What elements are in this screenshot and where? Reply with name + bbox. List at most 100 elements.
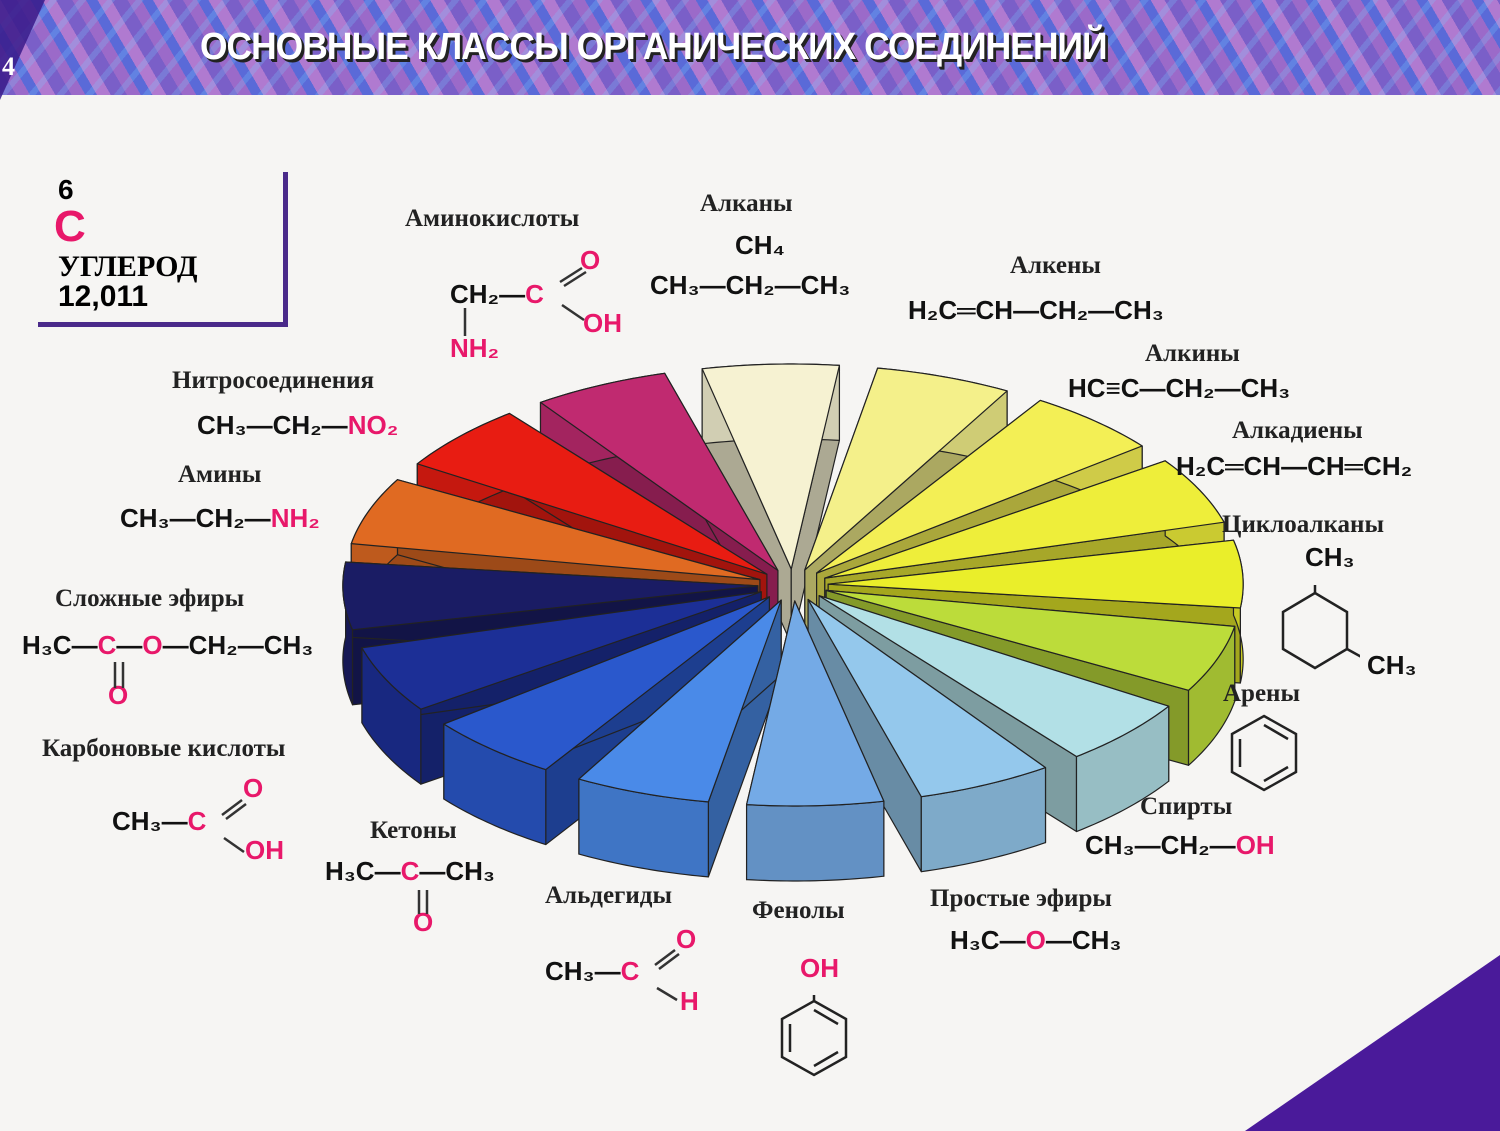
formula-line: H₂C═CH—CH₂—CH₃	[908, 295, 1164, 326]
formula-line: O	[413, 907, 433, 938]
slice-top-face	[745, 600, 885, 807]
formula-line: H	[680, 986, 699, 1017]
formula-group-highlight: C	[187, 806, 207, 836]
page-title: ОСНОВНЫЕ КЛАССЫ ОРГАНИЧЕСКИХ СОЕДИНЕНИЙ	[200, 26, 1107, 68]
benzene-ring-icon	[1230, 714, 1298, 792]
class-name: Аминокислоты	[405, 205, 580, 232]
formula-line: CH₃—CH₂—NH₂	[120, 503, 320, 534]
formula-group-highlight: C	[620, 956, 640, 986]
slice-top-face	[361, 591, 762, 710]
formula-line: O	[676, 924, 696, 955]
formula-line: OH	[800, 953, 839, 984]
class-name: Арены	[1223, 680, 1300, 707]
slice-top-face	[342, 561, 759, 631]
class-name: Спирты	[1140, 793, 1233, 820]
formula-group-highlight: O	[243, 773, 264, 803]
class-name: Сложные эфиры	[55, 585, 245, 612]
formula-group: HC≡C—CH₂—CH₃	[1068, 373, 1291, 403]
class-name: Простые эфиры	[930, 885, 1112, 912]
formula-group: H₃C—	[325, 856, 401, 886]
slice-top-face	[816, 399, 1143, 574]
formula-group-highlight: OH	[1235, 830, 1275, 860]
class-name: Фенолы	[752, 897, 845, 924]
slice-top-face	[350, 479, 761, 581]
formula-line: HC≡C—CH₂—CH₃	[1068, 373, 1290, 404]
formula-group-highlight: NH₂	[270, 503, 320, 533]
formula-line: O	[243, 773, 263, 804]
formula-group-highlight: C	[400, 856, 420, 886]
formula-group: CH₃—CH₂—	[120, 503, 271, 533]
formula-group: CH₂—	[450, 279, 526, 309]
slice-top-face	[824, 460, 1225, 579]
formula-group-highlight: O	[676, 924, 697, 954]
slice-top-face	[825, 589, 1236, 691]
formula-line: NH₂	[450, 333, 499, 364]
formula-line: OH	[245, 835, 284, 866]
class-name: Амины	[178, 461, 262, 488]
formula-group-highlight: OH	[800, 953, 839, 983]
formula-group: CH₃—	[112, 806, 188, 836]
pie-slice-ethers	[807, 598, 1047, 873]
cyclohexane-ring-icon	[1281, 585, 1360, 670]
formula-group-highlight: OH	[583, 308, 622, 338]
header-banner	[0, 0, 1500, 95]
formula-group: H₂C═CH—CH₂—CH₃	[908, 295, 1164, 325]
formula-line: CH₃	[1367, 650, 1417, 681]
formula-group: CH₃	[1305, 542, 1355, 572]
formula-line: CH₃—CH₂—NO₂	[197, 410, 398, 441]
slice-top-face	[578, 599, 782, 803]
formula-group: —CH₃	[419, 856, 495, 886]
corner-decoration-bottom	[1245, 955, 1500, 1131]
class-name: Кетоны	[370, 817, 457, 844]
slice-top-face	[416, 412, 768, 575]
formula-group: —CH₂—CH₃	[162, 630, 314, 660]
class-name: Алкадиены	[1232, 417, 1363, 444]
slice-top-face	[701, 363, 841, 570]
slice-top-face	[827, 539, 1244, 609]
formula-group: —CH₃	[1045, 925, 1122, 955]
formula-line: CH₃—C	[112, 806, 206, 837]
phenol-benzene-ring-icon	[780, 995, 848, 1077]
slice-top-face	[443, 596, 770, 771]
formula-line: H₃C—O—CH₃	[950, 925, 1121, 956]
formula-group: H₃C—	[950, 925, 1026, 955]
pie-slice-phenols	[745, 600, 885, 882]
corner-decoration	[0, 0, 45, 100]
element-name: УГЛЕРОД	[58, 250, 198, 283]
formula-group: CH₃—CH₂—	[197, 410, 348, 440]
class-name: Нитросоединения	[172, 367, 375, 394]
atomic-mass: 12,011	[58, 280, 149, 313]
pie-slice-aldehydes	[578, 599, 782, 878]
formula-line: H₃C—C—O—CH₂—CH₃	[22, 630, 313, 661]
formula-group-highlight: O	[1025, 925, 1046, 955]
carbon-element-card: 6 C УГЛЕРОД 12,011	[38, 172, 288, 327]
class-name: Алканы	[700, 190, 793, 217]
element-symbol: C	[54, 202, 86, 251]
formula-line: CH₄	[735, 230, 785, 261]
formula-line: H₃C—C—CH₃	[325, 856, 495, 887]
atomic-number: 6	[58, 174, 74, 205]
class-name: Алкины	[1145, 340, 1240, 367]
formula-line: CH₃—C	[545, 956, 639, 987]
formula-line: OH	[583, 308, 622, 339]
formula-line: O	[580, 245, 600, 276]
formula-group-highlight: H	[680, 986, 699, 1016]
slice-top-face	[539, 372, 779, 572]
formula-line: H₂C═CH—CH═CH₂	[1176, 451, 1412, 482]
formula-group: CH₃—CH₂—CH₃	[650, 270, 851, 300]
formula-group-highlight: O	[413, 907, 434, 937]
formula-group: CH₃—	[545, 956, 621, 986]
formula-group: CH₃	[1367, 650, 1417, 680]
formula-group-highlight: O	[142, 630, 163, 660]
class-name: Карбоновые кислоты	[42, 735, 286, 762]
formula-line: CH₃—CH₂—CH₃	[650, 270, 850, 301]
formula-group-highlight: O	[580, 245, 601, 275]
formula-line: CH₃—CH₂—OH	[1085, 830, 1275, 861]
formula-line: CH₃	[1305, 542, 1355, 573]
formula-group-highlight: NH₂	[450, 333, 500, 363]
class-name: Алкены	[1010, 252, 1101, 279]
formula-line: CH₂—C	[450, 279, 544, 310]
formula-group: H₃C—	[22, 630, 98, 660]
